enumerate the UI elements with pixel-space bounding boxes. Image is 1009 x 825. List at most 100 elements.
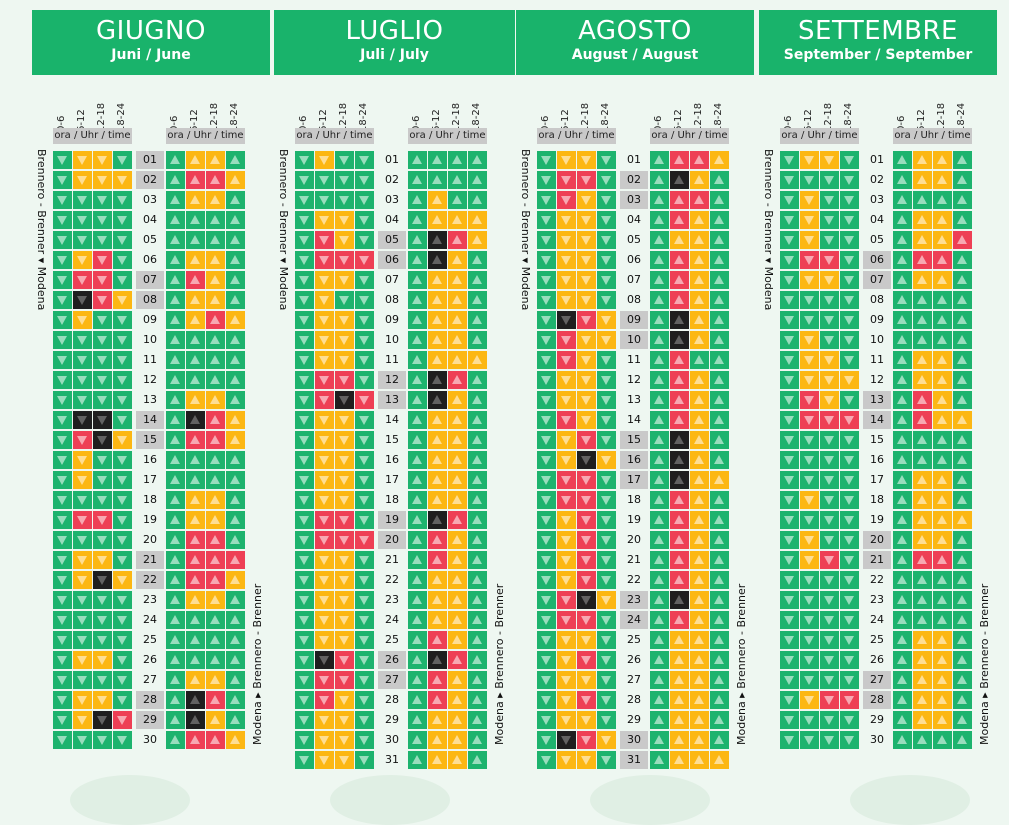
- traffic-cell-15-18-24: [840, 431, 859, 449]
- traffic-cell-29-12-18: [820, 711, 839, 729]
- traffic-cell-04-0-6: [780, 211, 799, 229]
- traffic-cell-19-18-24: [113, 511, 132, 529]
- day-number: 11: [870, 353, 884, 366]
- traffic-cell-25-0-6: [650, 631, 669, 649]
- traffic-cell-13-12-18: [690, 391, 709, 409]
- traffic-cell-30-0-6: [650, 731, 669, 749]
- traffic-cell-03-12-18: [448, 191, 467, 209]
- traffic-cell-09-12-18: [577, 311, 596, 329]
- traffic-cell-07-0-6: [295, 271, 314, 289]
- traffic-cell-16-12-18: [690, 451, 709, 469]
- traffic-cell-26-0-6: [537, 651, 556, 669]
- day-number: 18: [385, 493, 399, 506]
- traffic-cell-04-12-18: [820, 211, 839, 229]
- traffic-cell-19-12-18: [93, 511, 112, 529]
- traffic-cell-19-6-12: [428, 511, 447, 529]
- traffic-cell-19-0-6: [295, 511, 314, 529]
- traffic-cell-07-0-6: [53, 271, 72, 289]
- traffic-cell-30-18-24: [597, 731, 616, 749]
- traffic-cell-25-12-18: [448, 631, 467, 649]
- traffic-cell-21-6-12: [800, 551, 819, 569]
- traffic-cell-26-18-24: [840, 651, 859, 669]
- traffic-cell-07-18-24: [840, 271, 859, 289]
- traffic-cell-12-6-12: [315, 371, 334, 389]
- traffic-cell-06-6-12: [428, 251, 447, 269]
- traffic-cell-02-12-18: [335, 171, 354, 189]
- day-number: 24: [620, 611, 648, 629]
- traffic-cell-29-0-6: [780, 711, 799, 729]
- traffic-cell-07-0-6: [537, 271, 556, 289]
- traffic-cell-29-18-24: [597, 711, 616, 729]
- traffic-cell-17-12-18: [93, 471, 112, 489]
- traffic-cell-28-12-18: [448, 691, 467, 709]
- day-number: 22: [870, 573, 884, 586]
- traffic-cell-16-12-18: [93, 451, 112, 469]
- traffic-cell-30-6-12: [670, 731, 689, 749]
- traffic-cell-18-6-12: [73, 491, 92, 509]
- day-number: 20: [863, 531, 891, 549]
- hour-label-12-18: 12-18: [577, 88, 597, 132]
- day-number: 15: [385, 433, 399, 446]
- traffic-cell-15-0-6: [893, 431, 912, 449]
- traffic-cell-19-12-18: [206, 511, 225, 529]
- traffic-cell-05-6-12: [913, 231, 932, 249]
- traffic-cell-16-6-12: [800, 451, 819, 469]
- traffic-cell-04-6-12: [315, 211, 334, 229]
- traffic-cell-29-6-12: [800, 711, 819, 729]
- traffic-cell-18-0-6: [650, 491, 669, 509]
- traffic-cell-20-0-6: [893, 531, 912, 549]
- traffic-cell-15-18-24: [710, 431, 729, 449]
- time-label: ora / Uhr / time: [166, 128, 245, 144]
- time-label: ora / Uhr / time: [408, 128, 487, 144]
- traffic-cell-01-0-6: [893, 151, 912, 169]
- time-label: ora / Uhr / time: [893, 128, 972, 144]
- traffic-cell-25-0-6: [295, 631, 314, 649]
- traffic-cell-07-18-24: [113, 271, 132, 289]
- day-number: 16: [870, 453, 884, 466]
- traffic-cell-23-0-6: [295, 591, 314, 609]
- traffic-cell-18-0-6: [893, 491, 912, 509]
- traffic-cell-16-12-18: [448, 451, 467, 469]
- traffic-cell-13-0-6: [780, 391, 799, 409]
- traffic-cell-21-18-24: [597, 551, 616, 569]
- traffic-cell-28-0-6: [893, 691, 912, 709]
- traffic-cell-17-0-6: [893, 471, 912, 489]
- day-number: 30: [385, 733, 399, 746]
- day-number: 22: [627, 573, 641, 586]
- traffic-cell-13-6-12: [73, 391, 92, 409]
- traffic-cell-18-0-6: [780, 491, 799, 509]
- traffic-cell-06-6-12: [800, 251, 819, 269]
- traffic-cell-25-12-18: [206, 631, 225, 649]
- month-title: AGOSTO: [578, 16, 692, 46]
- day-number: 18: [870, 493, 884, 506]
- day-number: 29: [385, 713, 399, 726]
- traffic-cell-27-18-24: [710, 671, 729, 689]
- traffic-cell-09-6-12: [315, 311, 334, 329]
- traffic-cell-08-6-12: [73, 291, 92, 309]
- traffic-cell-19-18-24: [468, 511, 487, 529]
- traffic-cell-24-0-6: [537, 611, 556, 629]
- day-number: 17: [143, 473, 157, 486]
- traffic-cell-19-0-6: [53, 511, 72, 529]
- traffic-cell-22-12-18: [577, 571, 596, 589]
- traffic-cell-05-12-18: [448, 231, 467, 249]
- day-number: 12: [143, 373, 157, 386]
- traffic-cell-31-18-24: [468, 751, 487, 769]
- traffic-cell-22-0-6: [650, 571, 669, 589]
- traffic-cell-17-12-18: [206, 471, 225, 489]
- traffic-cell-02-0-6: [893, 171, 912, 189]
- traffic-cell-21-0-6: [295, 551, 314, 569]
- traffic-cell-14-12-18: [448, 411, 467, 429]
- traffic-cell-06-12-18: [820, 251, 839, 269]
- day-number: 16: [143, 453, 157, 466]
- traffic-cell-05-6-12: [428, 231, 447, 249]
- traffic-cell-14-12-18: [206, 411, 225, 429]
- traffic-cell-25-6-12: [670, 631, 689, 649]
- traffic-cell-08-18-24: [710, 291, 729, 309]
- traffic-cell-20-18-24: [710, 531, 729, 549]
- day-number: 28: [385, 693, 399, 706]
- traffic-cell-03-18-24: [710, 191, 729, 209]
- traffic-cell-25-0-6: [53, 631, 72, 649]
- traffic-cell-30-6-12: [315, 731, 334, 749]
- traffic-cell-09-6-12: [428, 311, 447, 329]
